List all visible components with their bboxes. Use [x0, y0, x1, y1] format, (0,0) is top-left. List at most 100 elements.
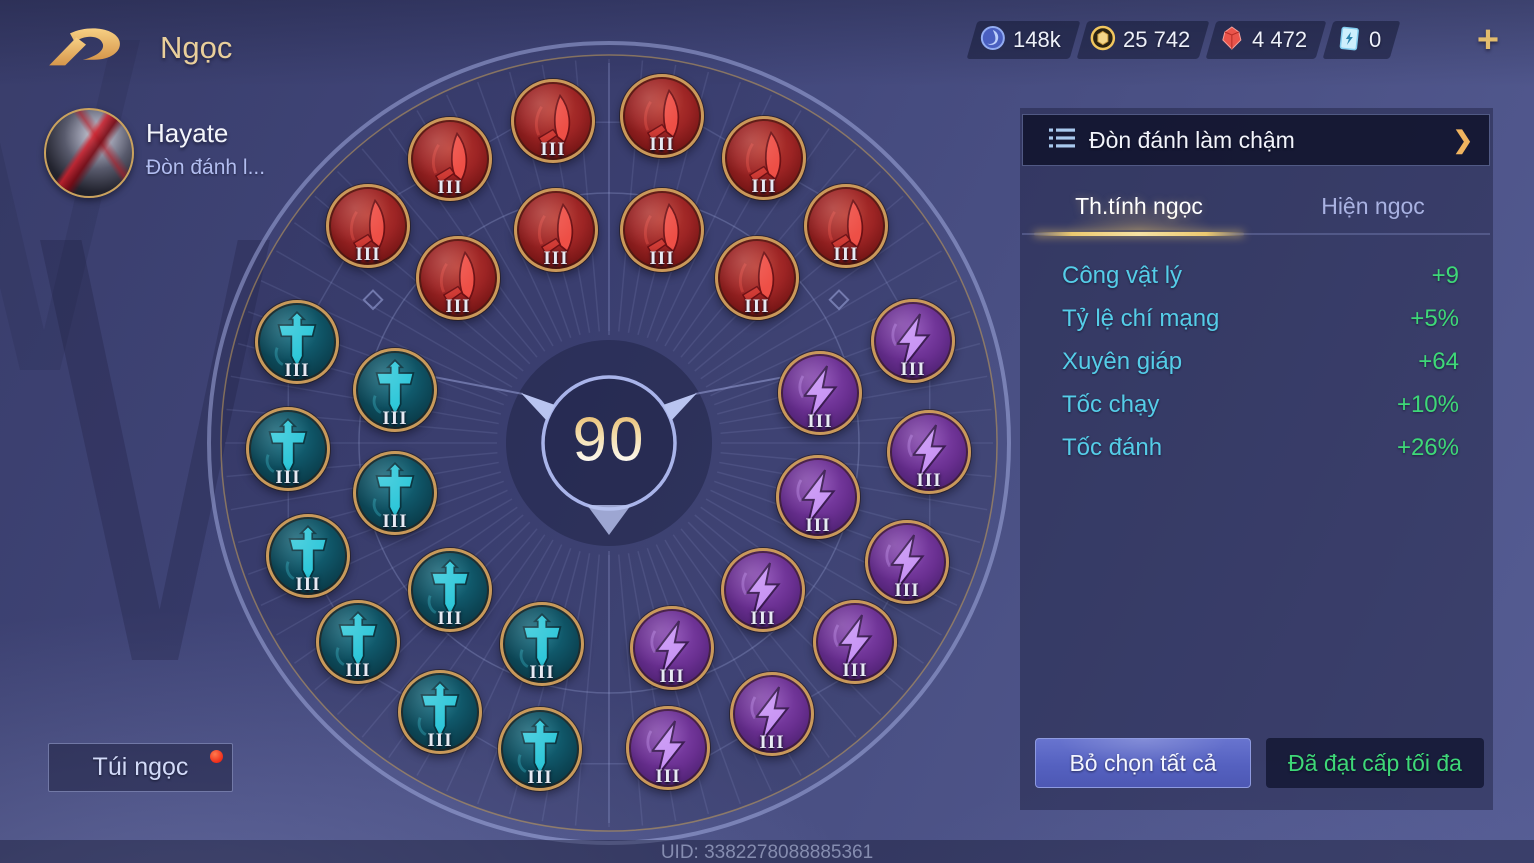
currency-bar: 148k 25 742 4 472 0 [966, 21, 1401, 59]
rune-teal[interactable]: III [255, 300, 339, 384]
stat-value: +64 [1418, 347, 1459, 375]
list-icon [1049, 128, 1075, 153]
rune-stats-list: Công vật lý +9 Tỷ lệ chí mạng +5% Xuyên … [1062, 254, 1459, 469]
rune-purple[interactable]: III [778, 351, 862, 435]
notification-dot [210, 750, 223, 763]
rune-teal[interactable]: III [498, 707, 582, 791]
currency-gold[interactable]: 25 742 [1076, 21, 1210, 59]
stat-row: Tỷ lệ chí mạng +5% [1062, 297, 1459, 340]
chevron-right-icon: ❯ [1452, 126, 1473, 154]
rune-red[interactable]: III [722, 116, 806, 200]
rune-teal[interactable]: III [246, 407, 330, 491]
rune-teal[interactable]: III [398, 670, 482, 754]
rune-red[interactable]: III [620, 188, 704, 272]
rune-teal[interactable]: III [316, 600, 400, 684]
rune-teal[interactable]: III [500, 602, 584, 686]
rune-level: III [842, 660, 868, 681]
blue-essence-icon [980, 25, 1006, 56]
rune-level: III [916, 470, 942, 491]
rune-wheel-level: 90 [572, 405, 646, 475]
rune-red[interactable]: III [408, 117, 492, 201]
rune-purple[interactable]: III [887, 410, 971, 494]
stat-row: Công vật lý +9 [1062, 254, 1459, 297]
rune-level: III [543, 248, 569, 269]
rune-purple[interactable]: III [865, 520, 949, 604]
add-currency-button[interactable]: + [1468, 18, 1508, 62]
rune-purple[interactable]: III [813, 600, 897, 684]
rune-level: III [382, 408, 408, 429]
rune-level: III [649, 134, 675, 155]
max-level-button[interactable]: Đã đạt cấp tối đa [1266, 738, 1484, 788]
rune-red[interactable]: III [620, 74, 704, 158]
rune-purple[interactable]: III [721, 548, 805, 632]
rune-level: III [382, 511, 408, 532]
rune-purple[interactable]: III [626, 706, 710, 790]
stat-value: +9 [1431, 261, 1459, 289]
rune-level: III [540, 139, 566, 160]
hero-avatar[interactable] [44, 108, 134, 198]
rune-teal[interactable]: III [266, 514, 350, 598]
rune-red[interactable]: III [715, 236, 799, 320]
rune-page-selector-label: Đòn đánh làm chậm [1089, 126, 1295, 153]
stat-value: +10% [1396, 390, 1459, 418]
rune-red[interactable]: III [804, 184, 888, 268]
rune-level: III [744, 296, 770, 317]
rune-level: III [355, 244, 381, 265]
rune-page-selector[interactable]: Đòn đánh làm chậm ❯ [1022, 114, 1490, 166]
active-tab-underline [1034, 232, 1244, 236]
rune-purple[interactable]: III [871, 299, 955, 383]
stat-label: Tỷ lệ chí mạng [1062, 304, 1220, 332]
stat-label: Công vật lý [1062, 261, 1183, 289]
rune-bag-button[interactable]: Túi ngọc [48, 743, 233, 792]
gold-coin-icon [1090, 25, 1116, 56]
rune-page-name-short: Đòn đánh l... [146, 156, 266, 179]
currency-blue-essence[interactable]: 148k [966, 21, 1081, 59]
rune-level: III [437, 177, 463, 198]
back-arrow-icon [49, 28, 120, 66]
rune-level: III [655, 766, 681, 787]
stat-row: Tốc đánh +26% [1062, 426, 1459, 469]
stat-value: +5% [1410, 304, 1459, 332]
rune-level: III [437, 608, 463, 629]
rune-bag-label: Túi ngọc [92, 753, 189, 781]
back-button[interactable] [46, 22, 126, 74]
rune-level: III [659, 666, 685, 687]
rune-level: III [833, 244, 859, 265]
tab-current-runes[interactable]: Hiện ngọc [1321, 192, 1425, 219]
rune-level: III [284, 360, 310, 381]
rune-level: III [750, 608, 776, 629]
rune-teal[interactable]: III [408, 548, 492, 632]
rune-teal[interactable]: III [353, 451, 437, 535]
rune-level: III [759, 732, 785, 753]
rune-level: III [445, 296, 471, 317]
rune-level: III [275, 467, 301, 488]
rune-purple[interactable]: III [730, 672, 814, 756]
currency-value: 25 742 [1122, 27, 1191, 52]
rune-level: III [529, 662, 555, 683]
rune-purple[interactable]: III [630, 606, 714, 690]
uid-text: UID: 3382278088885361 [660, 842, 874, 863]
currency-rune-ticket[interactable]: 0 [1322, 21, 1401, 59]
stat-row: Tốc chạy +10% [1062, 383, 1459, 426]
rune-level: III [900, 359, 926, 380]
currency-red-gem[interactable]: 4 472 [1205, 21, 1327, 59]
deselect-all-button[interactable]: Bỏ chọn tất cả [1035, 738, 1251, 788]
rune-teal[interactable]: III [353, 348, 437, 432]
panel-tabs: Th.tính ngọc Hiện ngọc [1022, 180, 1490, 232]
rune-red[interactable]: III [511, 79, 595, 163]
rune-level: III [751, 176, 777, 197]
rune-red[interactable]: III [514, 188, 598, 272]
rune-red[interactable]: III [326, 184, 410, 268]
rune-level: III [345, 660, 371, 681]
currency-value: 4 472 [1252, 27, 1308, 52]
rune-level: III [894, 580, 920, 601]
rune-level: III [527, 767, 553, 788]
tab-rune-stats[interactable]: Th.tính ngọc [1022, 180, 1256, 232]
stat-label: Tốc đánh [1062, 433, 1163, 461]
rune-purple[interactable]: III [776, 455, 860, 539]
stat-label: Xuyên giáp [1062, 347, 1183, 375]
rune-level: III [807, 411, 833, 432]
rune-red[interactable]: III [416, 236, 500, 320]
